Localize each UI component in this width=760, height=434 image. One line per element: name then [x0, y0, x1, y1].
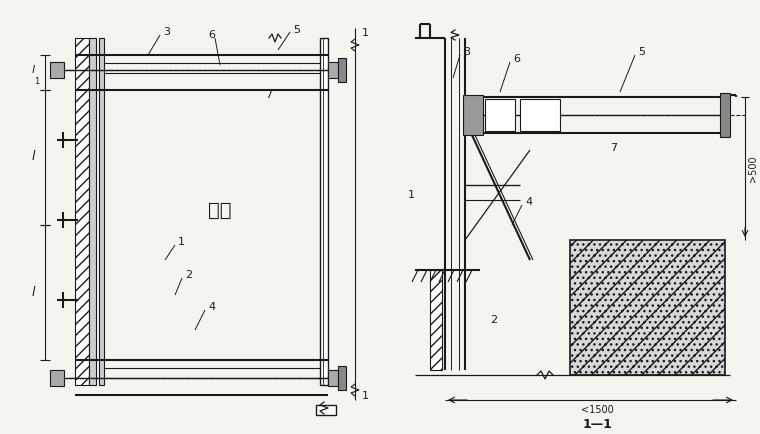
Text: 1—1: 1—1: [583, 418, 613, 431]
Text: l: l: [31, 65, 34, 75]
Text: 2: 2: [490, 315, 497, 325]
Bar: [320, 38, 328, 385]
Text: 1: 1: [178, 237, 185, 247]
Text: 1: 1: [362, 391, 369, 401]
Bar: [89, 38, 96, 385]
Text: 5: 5: [293, 25, 300, 35]
Bar: [50, 62, 64, 78]
Bar: [75, 38, 89, 385]
Text: 1: 1: [362, 28, 369, 38]
Text: 3: 3: [163, 27, 170, 37]
Text: 7: 7: [610, 143, 617, 153]
Bar: [338, 366, 346, 390]
Bar: [50, 370, 64, 386]
Bar: [463, 95, 483, 135]
Bar: [328, 370, 338, 386]
Text: 5: 5: [638, 47, 645, 57]
Text: 4: 4: [208, 302, 215, 312]
Bar: [430, 270, 442, 370]
Text: 2: 2: [185, 270, 192, 280]
Text: 6: 6: [208, 30, 216, 40]
Text: >500: >500: [748, 155, 758, 182]
Bar: [338, 58, 346, 82]
Text: l: l: [31, 286, 35, 299]
Bar: [485, 99, 515, 131]
Bar: [570, 240, 725, 375]
Text: 结构: 结构: [208, 201, 232, 220]
Text: <1500: <1500: [581, 405, 614, 415]
Text: 4: 4: [525, 197, 532, 207]
Bar: [99, 38, 104, 385]
Text: 3: 3: [463, 47, 470, 57]
Text: l: l: [31, 151, 35, 164]
Text: 1: 1: [34, 78, 40, 86]
Bar: [720, 93, 730, 137]
Bar: [520, 99, 560, 131]
Text: 1: 1: [408, 190, 415, 200]
Text: 6: 6: [513, 54, 520, 64]
Text: 7: 7: [265, 90, 272, 100]
Bar: [328, 62, 338, 78]
Bar: [316, 405, 336, 415]
